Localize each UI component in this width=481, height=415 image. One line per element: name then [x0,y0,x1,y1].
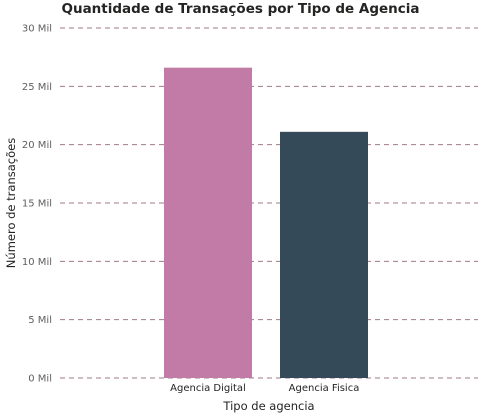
bar-agencia-digital[interactable] [164,67,252,379]
y-tick-labels: 0 Mil 5 Mil 10 Mil 15 Mil 20 Mil 25 Mil 30 Mil [22,24,52,385]
y-tick-label: 25 Mil [22,82,52,93]
y-axis-title: Número de transações [4,138,18,268]
y-tick-label: 0 Mil [28,374,52,385]
x-tick-labels: Agencia Digital Agencia Fisica [170,383,359,394]
bars [164,67,368,379]
chart-title: Quantidade de Transações por Tipo de Age… [61,1,420,17]
x-tick-label: Agencia Fisica [289,383,360,394]
x-axis-title: Tipo de agencia [222,399,314,413]
y-tick-label: 15 Mil [22,199,52,210]
y-tick-label: 5 Mil [28,315,52,326]
bar-agencia-fisica[interactable] [280,131,368,378]
gridlines [60,27,478,379]
y-tick-label: 30 Mil [22,24,52,35]
x-tick-label: Agencia Digital [170,383,246,394]
y-tick-label: 20 Mil [22,140,52,151]
y-tick-label: 10 Mil [22,257,52,268]
